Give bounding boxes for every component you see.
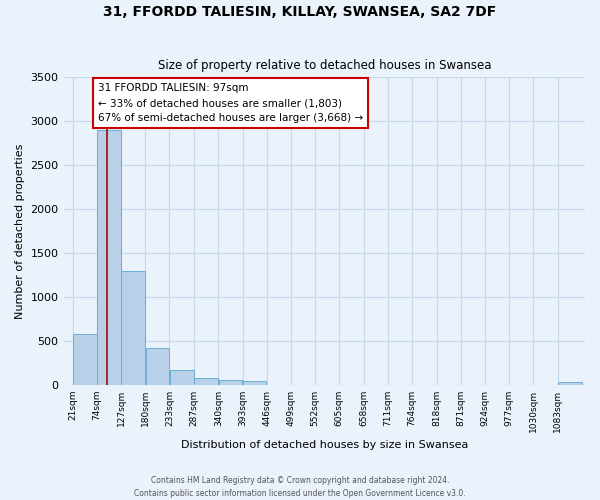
Text: 31, FFORDD TALIESIN, KILLAY, SWANSEA, SA2 7DF: 31, FFORDD TALIESIN, KILLAY, SWANSEA, SA…: [103, 5, 497, 19]
Bar: [121, 270, 145, 384]
Title: Size of property relative to detached houses in Swansea: Size of property relative to detached ho…: [158, 59, 491, 72]
Bar: [218, 380, 242, 384]
Bar: [243, 380, 266, 384]
Y-axis label: Number of detached properties: Number of detached properties: [15, 144, 25, 318]
X-axis label: Distribution of detached houses by size in Swansea: Distribution of detached houses by size …: [181, 440, 468, 450]
Text: 31 FFORDD TALIESIN: 97sqm
← 33% of detached houses are smaller (1,803)
67% of se: 31 FFORDD TALIESIN: 97sqm ← 33% of detac…: [98, 84, 363, 123]
Bar: [73, 334, 97, 384]
Bar: [146, 348, 169, 385]
Bar: [558, 382, 581, 384]
Bar: [194, 378, 218, 384]
Bar: [97, 130, 121, 384]
Text: Contains HM Land Registry data © Crown copyright and database right 2024.
Contai: Contains HM Land Registry data © Crown c…: [134, 476, 466, 498]
Bar: [170, 370, 194, 384]
